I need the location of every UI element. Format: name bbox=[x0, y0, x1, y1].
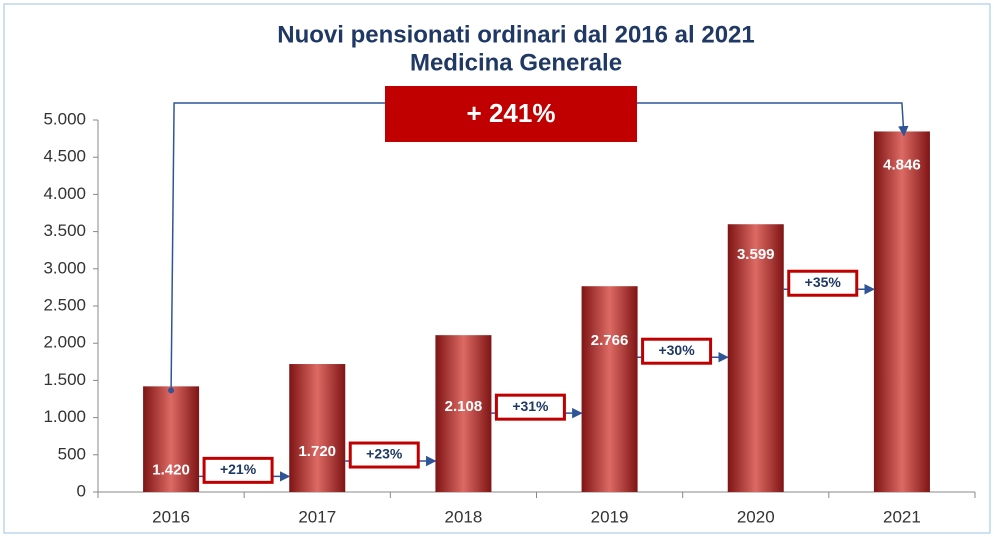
change-box bbox=[494, 393, 566, 421]
y-tick-label: 3.500 bbox=[43, 221, 86, 240]
y-tick-label: 5.000 bbox=[43, 109, 86, 128]
change-label: +23% bbox=[366, 446, 403, 462]
value-label: 2.766 bbox=[591, 332, 629, 349]
y-tick-label: 500 bbox=[58, 444, 86, 463]
change-box bbox=[787, 269, 859, 297]
bar bbox=[873, 131, 930, 493]
bar bbox=[727, 224, 784, 492]
value-label: 3.599 bbox=[737, 246, 775, 263]
frame bbox=[3, 3, 991, 534]
change-label: +30% bbox=[658, 342, 695, 358]
change-label: +31% bbox=[512, 398, 549, 414]
x-tick-label: 2021 bbox=[883, 507, 921, 526]
bar bbox=[143, 386, 200, 492]
x-tick-label: 2020 bbox=[737, 507, 775, 526]
value-label: 1.420 bbox=[152, 461, 190, 478]
y-tick-label: 2.000 bbox=[43, 333, 86, 352]
y-tick-label: 0 bbox=[77, 481, 86, 500]
total-box bbox=[385, 86, 637, 142]
change-box bbox=[641, 337, 713, 365]
bar bbox=[581, 286, 638, 492]
x-tick-label: 2017 bbox=[298, 507, 336, 526]
chart-title: Nuovi pensionati ordinari dal 2016 al 20… bbox=[277, 21, 755, 48]
total-connector bbox=[170, 102, 909, 391]
y-tick-label: 2.500 bbox=[43, 295, 86, 314]
chart-subtitle: Medicina Generale bbox=[410, 49, 622, 76]
value-label: 4.846 bbox=[883, 156, 921, 173]
y-tick-label: 4.000 bbox=[43, 184, 86, 203]
change-box bbox=[348, 441, 420, 469]
value-label: 1.720 bbox=[298, 443, 336, 460]
x-tick-label: 2019 bbox=[591, 507, 629, 526]
change-box bbox=[202, 456, 274, 484]
y-tick-label: 1.000 bbox=[43, 407, 86, 426]
y-tick-label: 4.500 bbox=[43, 147, 86, 166]
value-label: 2.108 bbox=[445, 398, 483, 415]
change-label: +35% bbox=[805, 274, 842, 290]
total-label: + 241% bbox=[467, 98, 556, 128]
bar bbox=[289, 364, 346, 492]
y-tick-label: 1.500 bbox=[43, 370, 86, 389]
y-tick-label: 3.000 bbox=[43, 258, 86, 277]
change-label: +21% bbox=[220, 461, 257, 477]
x-tick-label: 2016 bbox=[152, 507, 190, 526]
bar bbox=[435, 335, 492, 492]
x-tick-label: 2018 bbox=[445, 507, 483, 526]
